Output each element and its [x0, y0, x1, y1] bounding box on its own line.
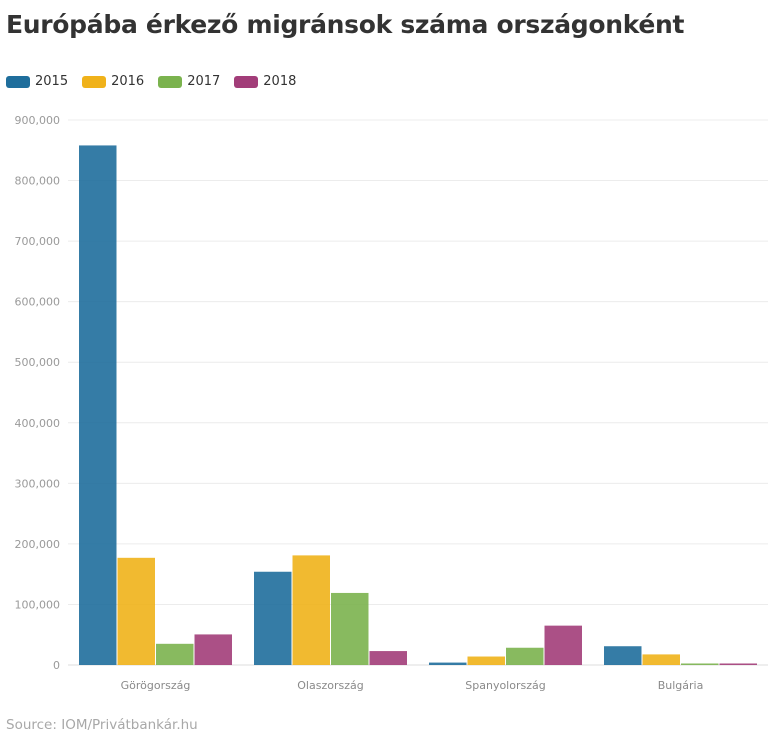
legend-item-2015[interactable]: 2015 [6, 74, 68, 89]
legend-swatch-2015 [6, 75, 30, 88]
bar [156, 643, 194, 665]
legend-item-2017[interactable]: 2017 [158, 74, 220, 89]
legend-item-2018[interactable]: 2018 [234, 74, 296, 89]
legend: 2015 2016 2017 2018 [6, 74, 296, 89]
legend-label-2015: 2015 [35, 74, 69, 89]
bar [544, 625, 582, 665]
bar [331, 592, 369, 665]
bar [254, 571, 292, 665]
y-tick-label: 900,000 [15, 114, 61, 127]
legend-swatch-2016 [82, 75, 107, 88]
bar [719, 663, 757, 665]
y-tick-label: 600,000 [15, 296, 61, 309]
bar [506, 647, 544, 665]
y-tick-label: 100,000 [15, 598, 61, 611]
bar [79, 145, 117, 665]
bar [604, 646, 642, 665]
y-tick-label: 300,000 [15, 477, 61, 490]
x-tick-label: Spanyolország [465, 679, 545, 692]
y-tick-label: 0 [53, 659, 60, 672]
source-note: Source: IOM/Privátbankár.hu [6, 717, 198, 733]
chart-title: Európába érkező migránsok száma országon… [6, 10, 685, 39]
legend-label-2016: 2016 [111, 74, 145, 89]
bar [369, 651, 407, 665]
y-tick-label: 500,000 [15, 356, 61, 369]
x-tick-label: Olaszország [297, 679, 363, 692]
bar [292, 555, 330, 665]
legend-item-2016[interactable]: 2016 [82, 74, 144, 89]
bar [642, 654, 680, 665]
legend-swatch-2017 [158, 75, 183, 88]
y-tick-label: 700,000 [15, 235, 61, 248]
bar [467, 656, 505, 665]
legend-label-2018: 2018 [263, 74, 297, 89]
y-tick-label: 800,000 [15, 175, 61, 188]
bar [117, 557, 155, 665]
y-tick-label: 400,000 [15, 417, 61, 430]
bar [429, 662, 467, 665]
x-tick-label: Bulgária [658, 679, 704, 692]
x-tick-label: Görögország [121, 679, 191, 692]
bar [194, 634, 232, 665]
bar [681, 663, 719, 665]
legend-swatch-2018 [234, 75, 259, 88]
y-tick-label: 200,000 [15, 538, 61, 551]
legend-label-2017: 2017 [187, 74, 221, 89]
